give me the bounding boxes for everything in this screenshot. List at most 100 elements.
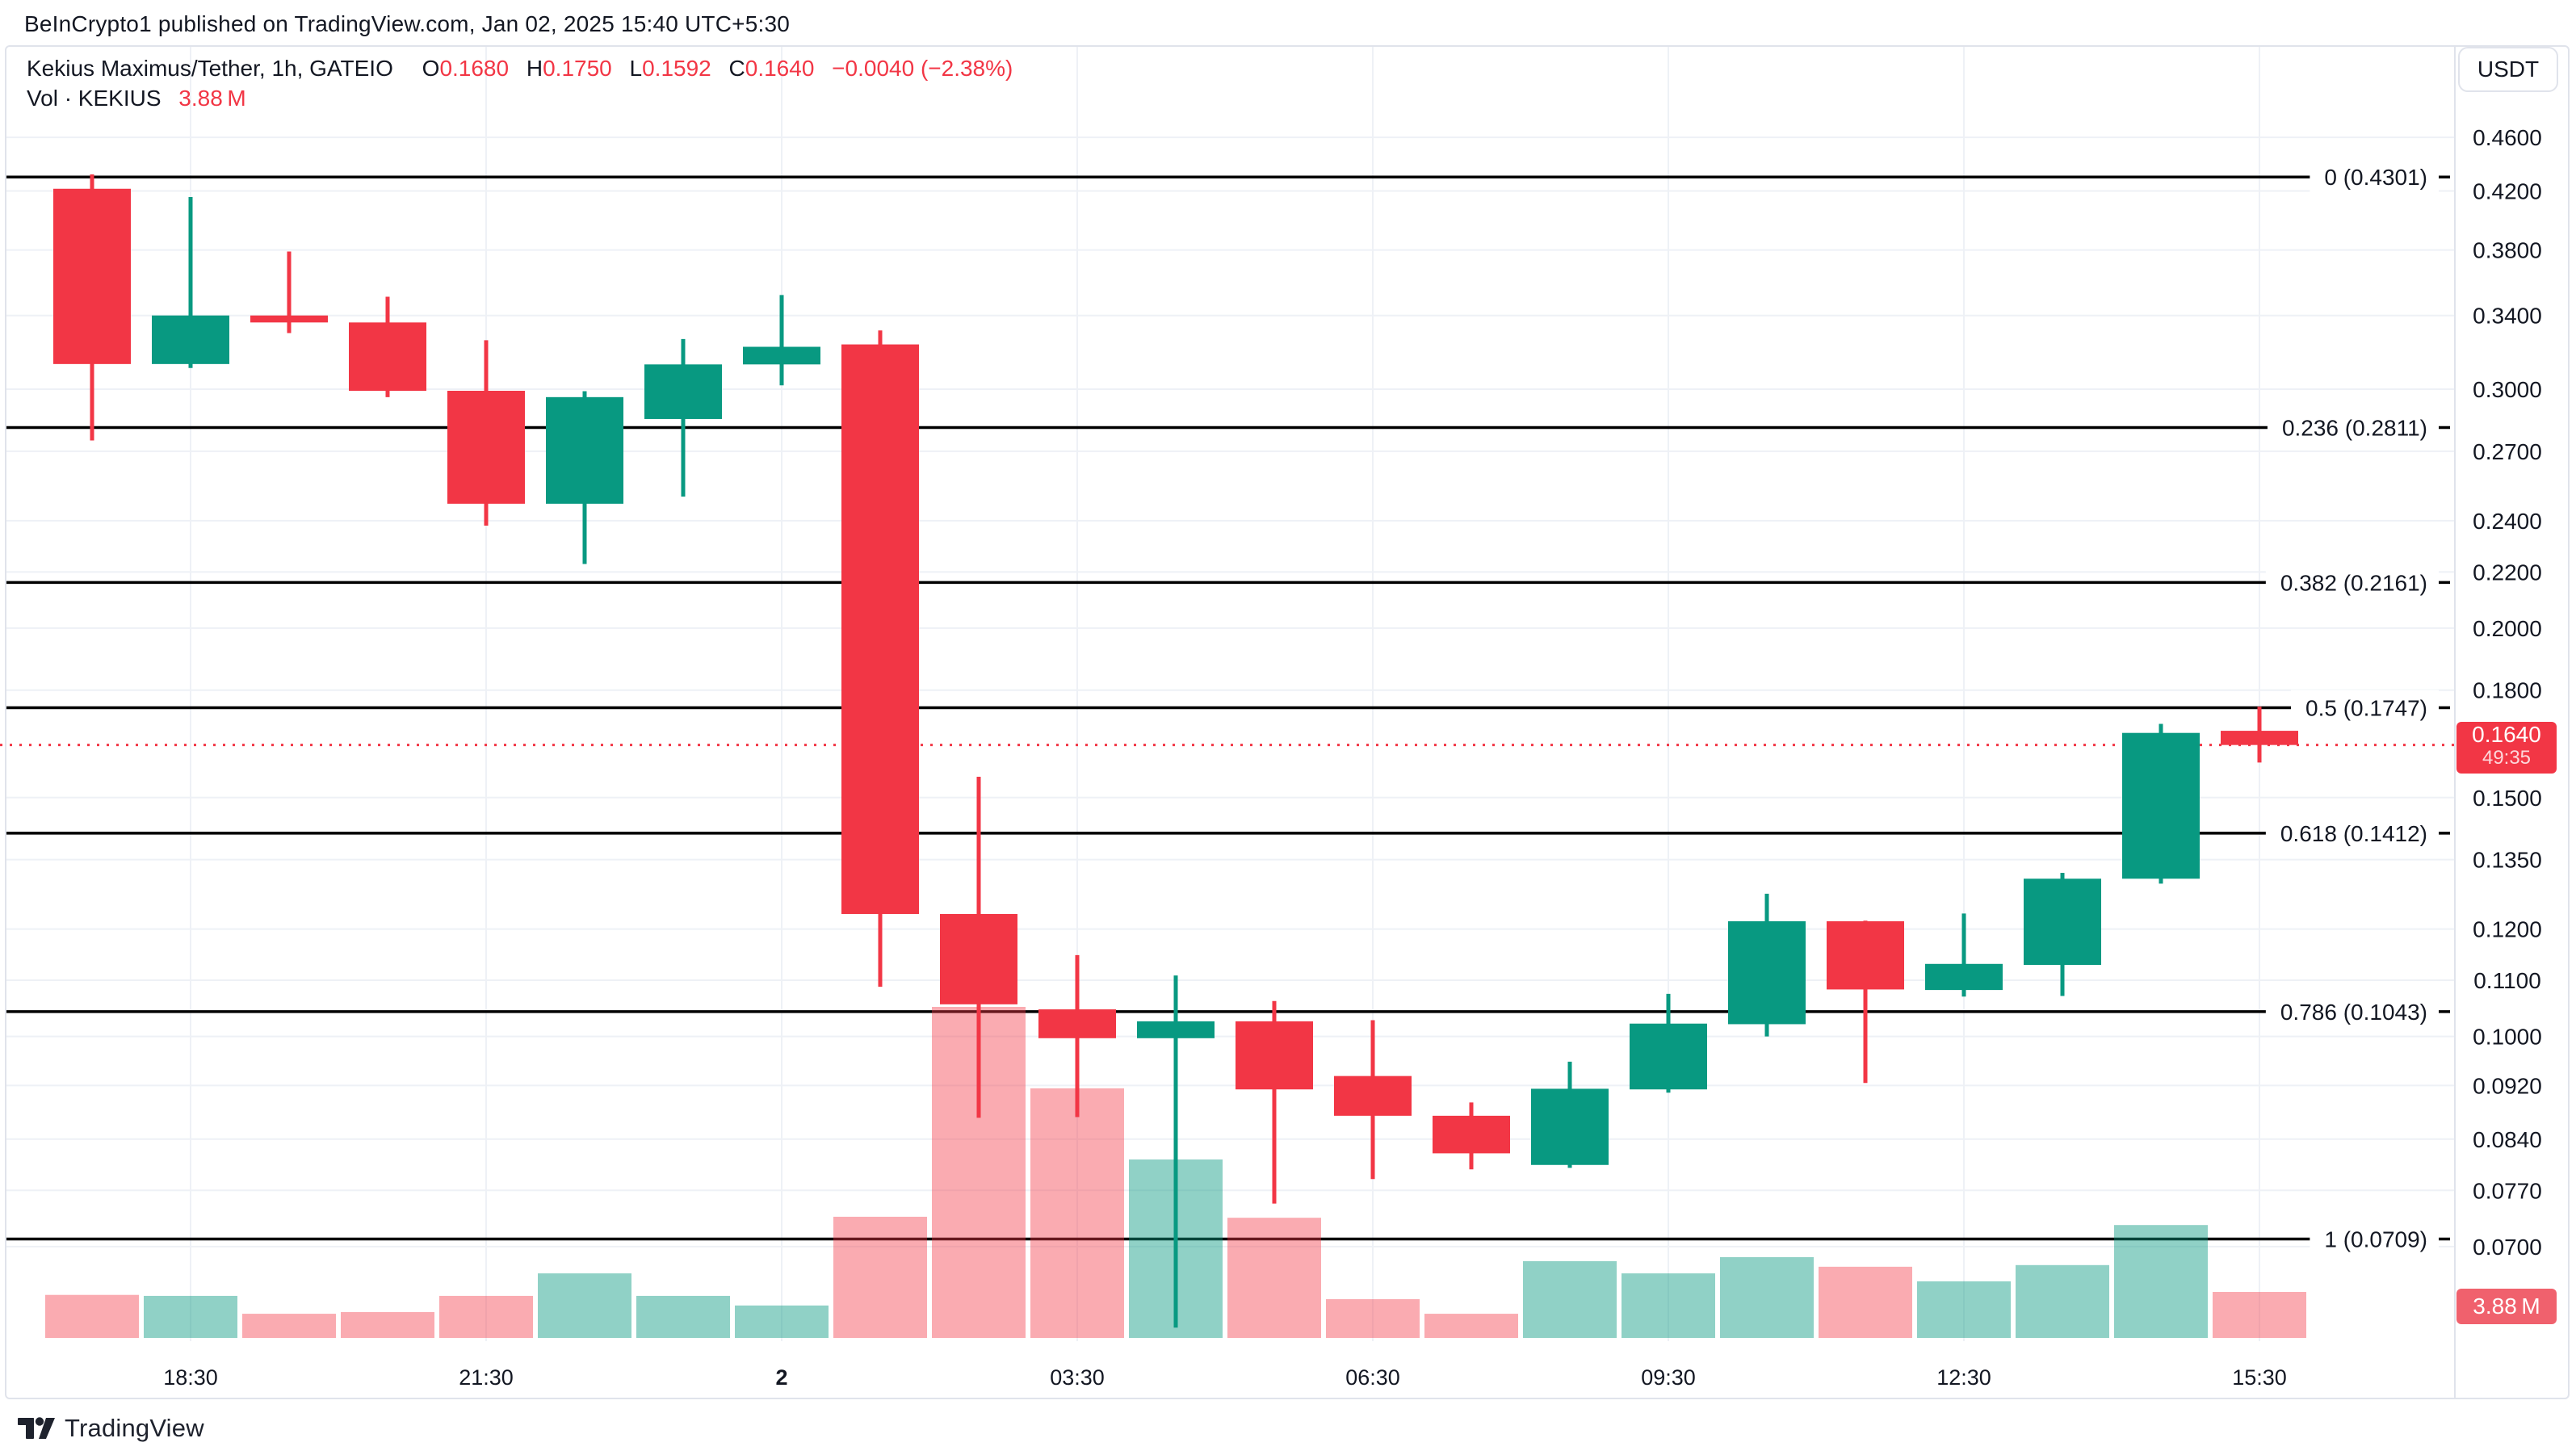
candle-body (1038, 1009, 1116, 1038)
candle-body (250, 315, 328, 323)
fib-level-label: 0.236 (0.2811) (2282, 416, 2427, 441)
candle-body (2024, 878, 2101, 966)
fib-level-label: 0.5 (0.1747) (2305, 696, 2427, 721)
volume-bar (1326, 1299, 1420, 1338)
price-axis-label[interactable]: 0.0840 (2473, 1127, 2542, 1152)
fib-label-background (2310, 159, 2439, 195)
price-axis-label[interactable]: 0.2200 (2473, 560, 2542, 585)
open-label: O (422, 56, 440, 81)
close-label: C (728, 56, 745, 81)
tradingview-wordmark: TradingView (65, 1414, 204, 1442)
volume-bar (2114, 1225, 2208, 1338)
fib-label-background (2291, 690, 2439, 726)
volume-bar (1030, 1088, 1124, 1338)
time-axis-label[interactable]: 03:30 (1050, 1365, 1105, 1390)
volume-bar (1523, 1260, 1617, 1338)
time-axis-label[interactable]: 06:30 (1345, 1365, 1400, 1390)
candle-body (2122, 732, 2200, 879)
candle-body (1334, 1076, 1412, 1116)
fib-label-background (2265, 993, 2439, 1029)
fib-level-label: 0 (0.4301) (2324, 165, 2427, 190)
candle-body (1137, 1021, 1215, 1038)
candle-body (1433, 1115, 1510, 1154)
volume-bar (144, 1295, 237, 1338)
volume-value-badge: 3.88 M (2456, 1289, 2557, 1324)
price-axis-label[interactable]: 0.3000 (2473, 377, 2542, 402)
candle-body (349, 322, 426, 391)
time-axis-label[interactable]: 2 (775, 1365, 787, 1390)
volume-bar (341, 1312, 434, 1338)
time-axis-label[interactable]: 09:30 (1641, 1365, 1696, 1390)
candle-body (1728, 920, 1806, 1025)
currency-toggle-button[interactable]: USDT (2458, 47, 2558, 92)
last-price-value: 0.1640 (2472, 722, 2541, 747)
fib-label-background (2265, 815, 2439, 851)
price-axis-label[interactable]: 0.3800 (2473, 238, 2542, 263)
volume-bar (45, 1294, 139, 1338)
price-axis-label[interactable]: 0.1100 (2473, 968, 2541, 993)
price-axis-label[interactable]: 0.2400 (2473, 509, 2542, 534)
candle-body (152, 315, 229, 364)
fib-label-background (2267, 409, 2439, 446)
tradingview-branding[interactable]: TradingView (18, 1411, 204, 1445)
candle-body (1925, 963, 2003, 991)
last-price-badge: 0.1640 49:35 (2456, 722, 2557, 774)
price-axis-label[interactable]: 0.4200 (2473, 179, 2542, 204)
attribution-text: BeInCrypto1 published on TradingView.com… (24, 11, 790, 36)
close-value: 0.1640 (745, 56, 815, 81)
time-axis-label[interactable]: 15:30 (2232, 1365, 2287, 1390)
price-axis-label[interactable]: 0.1000 (2473, 1025, 2542, 1050)
price-axis-label[interactable]: 0.1200 (2473, 917, 2542, 942)
candle-body (447, 390, 525, 504)
candle-body (940, 913, 1017, 1004)
price-axis-label[interactable]: 0.1500 (2473, 786, 2542, 811)
change-value: −0.0040 (−2.38%) (832, 56, 1013, 81)
symbol-title: Kekius Maximus/Tether, 1h, GATEIO (27, 56, 393, 81)
candle-body (1827, 920, 1904, 990)
volume-bar (735, 1305, 829, 1338)
volume-bar (1622, 1273, 1715, 1338)
volume-bar (1819, 1266, 1912, 1338)
fib-level-label: 0.618 (0.1412) (2280, 821, 2427, 846)
time-axis-label[interactable]: 12:30 (1936, 1365, 1991, 1390)
candle-body (546, 396, 623, 504)
volume-bar (2213, 1292, 2306, 1338)
candle-body (53, 188, 131, 364)
fib-level-label: 1 (0.0709) (2324, 1227, 2427, 1252)
fib-label-background (2310, 1221, 2439, 1257)
price-axis-label[interactable]: 0.2700 (2473, 439, 2542, 464)
volume-bar (242, 1314, 336, 1338)
candle-body (1630, 1023, 1707, 1090)
low-value: 0.1592 (642, 56, 711, 81)
price-axis-label[interactable]: 0.0700 (2473, 1235, 2542, 1260)
candle-body (1531, 1088, 1609, 1165)
candle-body (2221, 731, 2298, 745)
price-axis-label[interactable]: 0.4600 (2473, 125, 2542, 150)
volume-label: Vol · KEKIUS (27, 86, 162, 111)
volume-bar (636, 1295, 730, 1338)
time-axis-label[interactable]: 18:30 (163, 1365, 218, 1390)
price-axis-label[interactable]: 0.0770 (2473, 1178, 2542, 1203)
price-axis-label[interactable]: 0.1350 (2473, 848, 2542, 873)
volume-bar (833, 1216, 927, 1338)
chart-legend: Kekius Maximus/Tether, 1h, GATEIO O0.168… (27, 53, 1013, 113)
volume-bar (1917, 1281, 2011, 1338)
price-axis-label[interactable]: 0.2000 (2473, 616, 2542, 641)
volume-bar (2016, 1264, 2109, 1338)
high-value: 0.1750 (543, 56, 612, 81)
time-axis-label[interactable]: 21:30 (459, 1365, 514, 1390)
candle-body (644, 364, 722, 419)
candle-body (1236, 1021, 1313, 1090)
price-axis-label[interactable]: 0.0920 (2473, 1073, 2542, 1098)
fib-level-label: 0.382 (0.2161) (2280, 570, 2427, 595)
volume-value: 3.88 M (178, 86, 246, 111)
volume-bar (1720, 1256, 1814, 1338)
fib-label-background (2265, 564, 2439, 601)
symbol-legend-line[interactable]: Kekius Maximus/Tether, 1h, GATEIO O0.168… (27, 53, 1013, 83)
high-label: H (526, 56, 543, 81)
volume-legend-line[interactable]: Vol · KEKIUS 3.88 M (27, 83, 1013, 113)
price-axis-label[interactable]: 0.1800 (2473, 678, 2542, 703)
volume-bar (1424, 1314, 1518, 1338)
price-axis-label[interactable]: 0.3400 (2473, 304, 2542, 329)
